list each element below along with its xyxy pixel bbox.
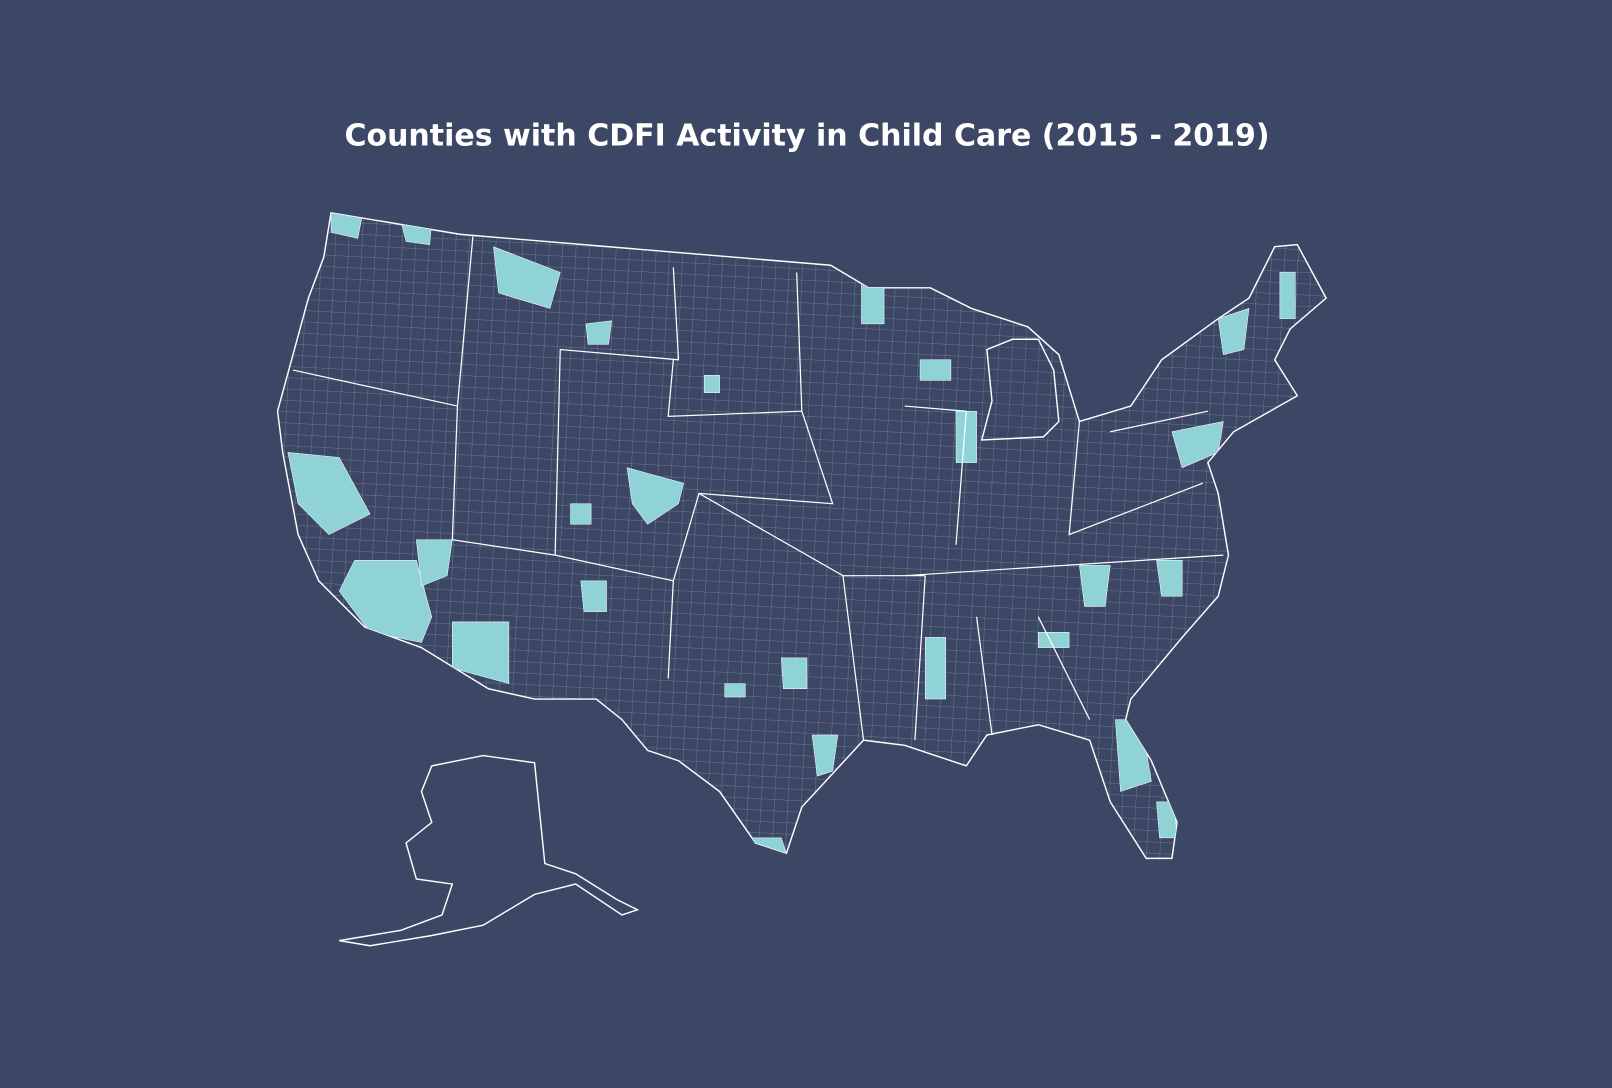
alaska-outline [339,754,640,947]
county [919,359,952,381]
county [452,621,510,684]
county [781,657,808,690]
county [955,410,977,463]
county [493,246,561,309]
highlighted-counties [287,212,1296,854]
county [626,467,684,525]
county [1038,631,1070,648]
county [330,212,363,239]
county [724,683,746,698]
county [861,282,885,325]
state-borders [292,236,1224,741]
county [570,503,592,525]
county [287,452,371,535]
county [811,734,839,777]
county [580,580,607,612]
county [338,560,433,643]
michigan-outline [980,338,1060,441]
county [1079,565,1111,607]
county [1279,272,1296,319]
county [924,637,947,700]
county [703,374,720,393]
county [1156,560,1183,597]
county [585,320,612,345]
county [1217,308,1250,355]
map-title: Counties with CDFI Activity in Child Car… [344,119,1269,154]
county [416,539,453,587]
